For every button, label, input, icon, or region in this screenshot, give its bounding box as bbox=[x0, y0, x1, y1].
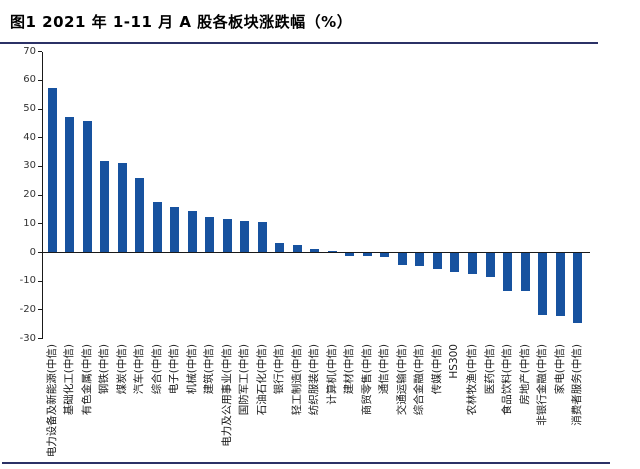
bar bbox=[503, 252, 513, 291]
bar bbox=[362, 252, 372, 256]
bar bbox=[117, 162, 127, 253]
bar bbox=[380, 252, 390, 258]
x-axis-label: 钢铁(中信) bbox=[98, 344, 111, 395]
bar bbox=[415, 252, 425, 266]
x-axis-label: 煤炭(中信) bbox=[115, 344, 128, 395]
y-tick bbox=[37, 51, 42, 53]
y-tick bbox=[37, 79, 42, 81]
bar bbox=[275, 243, 285, 253]
y-tick-label: 40 bbox=[23, 131, 36, 143]
x-axis-label: 房地产(中信) bbox=[518, 344, 531, 405]
bar bbox=[47, 88, 57, 253]
y-tick bbox=[37, 108, 42, 110]
bar bbox=[65, 117, 75, 253]
y-tick bbox=[37, 252, 42, 253]
y-tick bbox=[37, 137, 42, 139]
x-axis-label: 消费者服务(中信) bbox=[571, 344, 584, 426]
y-tick bbox=[37, 223, 42, 225]
x-axis-label: 计算机(中信) bbox=[325, 344, 338, 405]
x-axis-label: 通信(中信) bbox=[378, 344, 391, 395]
x-axis-label: 食品饮料(中信) bbox=[501, 344, 514, 416]
bar bbox=[573, 252, 583, 323]
x-axis-label: 商贸零售(中信) bbox=[360, 344, 373, 416]
y-tick-label: 60 bbox=[23, 74, 36, 86]
bar bbox=[100, 161, 110, 253]
x-axis-label: 电力设备及新能源(中信) bbox=[45, 344, 58, 458]
x-axis-label: HS300 bbox=[448, 344, 461, 379]
y-tick-label: 50 bbox=[23, 103, 36, 114]
x-axis-label: 基础化工(中信) bbox=[63, 344, 76, 416]
x-axis-label: 轻工制造(中信) bbox=[290, 344, 303, 416]
x-axis-label: 农林牧渔(中信) bbox=[465, 344, 478, 416]
x-axis-label: 综合金融(中信) bbox=[413, 344, 426, 416]
bar bbox=[520, 252, 530, 292]
x-axis bbox=[42, 251, 590, 254]
y-axis bbox=[42, 51, 43, 339]
x-axis-label: 有色金属(中信) bbox=[80, 344, 93, 416]
bar bbox=[450, 252, 460, 272]
y-tick-label: -30 bbox=[19, 332, 36, 344]
x-axis-label: 交通运输(中信) bbox=[395, 344, 408, 416]
bar bbox=[257, 221, 267, 253]
y-tick-label: -20 bbox=[19, 303, 36, 315]
bar bbox=[292, 245, 302, 253]
y-tick-label: 10 bbox=[23, 217, 36, 229]
x-axis-label: 纺织服装(中信) bbox=[308, 344, 321, 416]
bar bbox=[222, 219, 232, 253]
bar bbox=[170, 206, 180, 253]
bar bbox=[345, 252, 355, 257]
x-axis-label: 家电(中信) bbox=[553, 344, 566, 395]
y-tick bbox=[37, 280, 42, 282]
bar bbox=[397, 252, 407, 265]
bar bbox=[467, 252, 477, 275]
bar bbox=[135, 178, 145, 253]
bar bbox=[240, 220, 250, 253]
x-axis-label: 建筑(中信) bbox=[203, 344, 216, 395]
x-axis-label: 国防军工(中信) bbox=[238, 344, 251, 416]
bar bbox=[555, 252, 565, 316]
bar bbox=[310, 249, 320, 253]
y-tick bbox=[37, 165, 42, 167]
bar bbox=[432, 252, 442, 270]
bar bbox=[485, 252, 495, 278]
x-axis-label: 建材(中信) bbox=[343, 344, 356, 395]
x-axis-label: 银行(中信) bbox=[273, 344, 286, 395]
x-axis-label: 传媒(中信) bbox=[430, 344, 443, 395]
bar bbox=[205, 216, 215, 253]
x-axis-label: 医药(中信) bbox=[483, 344, 496, 395]
footer-divider bbox=[2, 462, 610, 464]
figure-title: 图1 2021 年 1-11 月 A 股各板块涨跌幅（%） bbox=[10, 13, 353, 31]
header-divider bbox=[0, 42, 598, 44]
bar bbox=[82, 120, 92, 253]
y-tick bbox=[37, 194, 42, 196]
x-axis-label: 综合(中信) bbox=[150, 344, 163, 395]
y-tick-label: 70 bbox=[23, 45, 36, 57]
x-axis-label: 汽车(中信) bbox=[133, 344, 146, 395]
x-axis-label: 石油石化(中信) bbox=[255, 344, 268, 416]
x-axis-label: 电力及公用事业(中信) bbox=[220, 344, 233, 447]
y-tick-label: 0 bbox=[29, 246, 36, 258]
x-axis-label: 电子(中信) bbox=[168, 344, 181, 395]
bar bbox=[538, 252, 548, 316]
y-tick-label: 30 bbox=[23, 160, 36, 172]
y-tick bbox=[37, 309, 42, 311]
bar bbox=[187, 210, 197, 253]
x-axis-label: 机械(中信) bbox=[185, 344, 198, 395]
x-axis-label: 非银行金融(中信) bbox=[536, 344, 549, 426]
y-tick-label: -10 bbox=[19, 275, 36, 287]
y-tick-label: 20 bbox=[23, 189, 36, 201]
y-tick bbox=[37, 338, 42, 340]
bar bbox=[152, 202, 162, 253]
